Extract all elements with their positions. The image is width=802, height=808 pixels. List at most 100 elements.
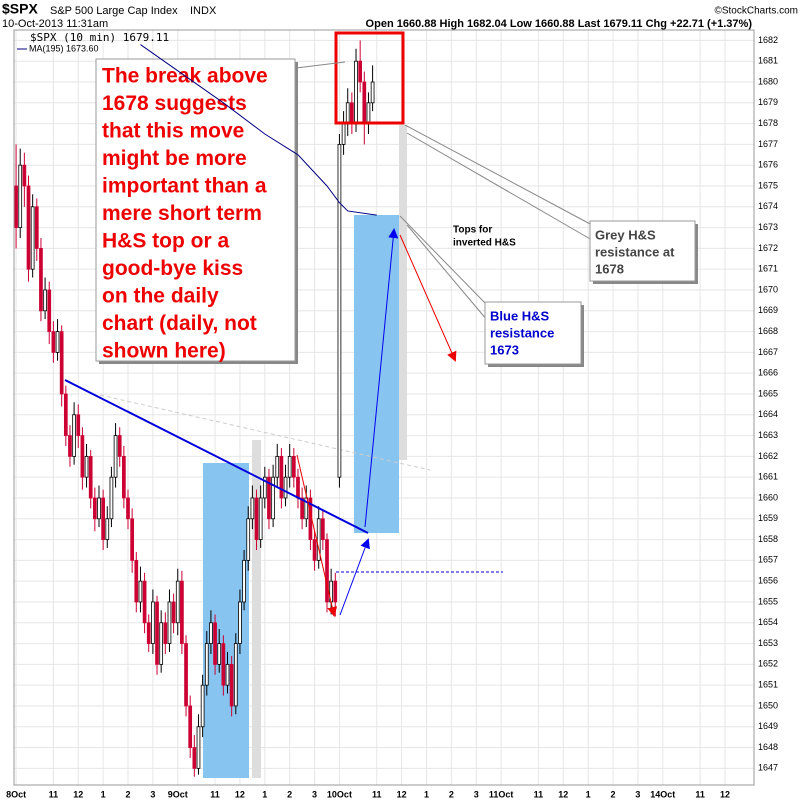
candle-body — [229, 663, 234, 707]
plot-frame — [13, 29, 755, 786]
callout-line — [406, 132, 593, 241]
x-tick-label: 2 — [449, 789, 454, 799]
candle-body — [225, 663, 230, 686]
annotation: inverted H&S — [453, 238, 516, 249]
annotation: important than a — [102, 175, 267, 198]
y-tick-label: 1676 — [758, 160, 778, 170]
candle-body — [113, 435, 118, 478]
annotation: 1678 suggests — [102, 92, 247, 115]
x-tick-label: 12 — [235, 789, 245, 799]
candle-body — [341, 123, 346, 145]
candle-body — [97, 497, 101, 520]
note-box — [95, 58, 296, 362]
candle-body — [200, 684, 205, 728]
x-tick-label: 12 — [558, 789, 568, 799]
annotation: 1678 — [595, 261, 624, 276]
y-tick-label: 1647 — [758, 763, 778, 773]
y-tick-label: 1662 — [758, 451, 778, 461]
red-arrow — [399, 234, 457, 362]
y-tick-label: 1667 — [758, 347, 778, 357]
y-tick-label: 1665 — [758, 388, 778, 398]
y-tick-label: 1677 — [758, 139, 778, 149]
y-tick-label: 1674 — [758, 201, 778, 211]
x-tick-label: 3 — [474, 789, 479, 799]
y-tick-label: 1682 — [758, 35, 778, 45]
candle-body — [370, 81, 375, 104]
candle-body — [221, 643, 226, 686]
candle-body — [188, 705, 193, 748]
candle-body — [275, 455, 280, 478]
x-tick-label: 11 — [534, 789, 544, 799]
y-tick-label: 1675 — [758, 180, 778, 190]
y-tick-label: 1652 — [758, 659, 778, 669]
candle-body — [171, 601, 176, 624]
x-tick-label: 12 — [720, 789, 730, 799]
candle-body — [122, 455, 126, 499]
y-tick-label: 1678 — [758, 118, 778, 128]
red-box — [334, 31, 405, 125]
callout-line — [399, 215, 488, 306]
candle-body — [155, 601, 159, 665]
y-tick-label: 1669 — [758, 305, 778, 315]
annotation: Blue H&S — [490, 308, 550, 323]
blue-trendline — [64, 379, 369, 534]
y-tick-label: 1661 — [758, 472, 778, 482]
annotation: shown here) — [102, 340, 226, 363]
y-tick-label: 1658 — [758, 534, 778, 544]
x-tick-label: 11 — [372, 789, 382, 799]
callout-line — [404, 124, 593, 226]
y-tick-label: 1673 — [758, 222, 778, 232]
annotation: H&S top or a — [102, 230, 229, 253]
y-tick-label: 1664 — [758, 409, 778, 419]
x-tick-label: 11 — [49, 789, 59, 799]
y-tick-label: 1670 — [758, 284, 778, 294]
y-tick-label: 1663 — [758, 430, 778, 440]
candle-body — [146, 622, 151, 644]
candle-body — [321, 518, 325, 540]
candle-body — [325, 539, 329, 603]
x-tick-label: 12 — [397, 789, 407, 799]
candle-body — [238, 601, 242, 644]
candle-body — [117, 435, 122, 457]
candle-body — [358, 60, 363, 83]
candle-body — [26, 185, 31, 270]
x-tick-label: 11Oct — [489, 789, 514, 799]
blue-arrow — [364, 228, 399, 528]
candle-body — [138, 580, 143, 603]
candle-body — [204, 643, 209, 686]
y-tick-label: 1654 — [758, 617, 778, 627]
annotation: Grey H&S — [595, 227, 656, 242]
candle-body — [159, 622, 164, 665]
x-tick-label: 1 — [101, 789, 106, 799]
candle-body — [175, 580, 180, 624]
y-tick-label: 1650 — [758, 700, 778, 710]
candle-body — [279, 455, 284, 499]
callout-line — [295, 61, 346, 69]
x-tick-label: 1 — [262, 789, 267, 799]
candle-body — [209, 622, 213, 644]
subtitle: S&P 500 Large Cap Index — [50, 5, 178, 17]
annotation: good-bye kiss — [102, 257, 243, 280]
candle-body — [283, 476, 288, 499]
blue-zone — [354, 215, 399, 533]
annotation: that this move — [102, 120, 244, 143]
y-tick-label: 1672 — [758, 243, 778, 253]
x-tick-label: 3 — [635, 789, 640, 799]
annotation: resistance — [490, 325, 554, 340]
x-tick-label: 1 — [424, 789, 429, 799]
candle-body — [92, 497, 97, 520]
date: 10-Oct-2013 11:31am — [2, 18, 108, 30]
blue-zone — [203, 463, 249, 778]
annotation: on the daily — [102, 285, 219, 308]
y-tick-label: 1648 — [758, 742, 778, 752]
y-tick-label: 1656 — [758, 576, 778, 586]
candle-body — [287, 455, 292, 478]
annotation: might be more — [102, 147, 247, 170]
candle-body — [184, 643, 188, 707]
candle-body — [30, 206, 35, 270]
candle-body — [39, 247, 43, 312]
callout-line — [406, 224, 488, 321]
candle-body — [291, 455, 296, 478]
